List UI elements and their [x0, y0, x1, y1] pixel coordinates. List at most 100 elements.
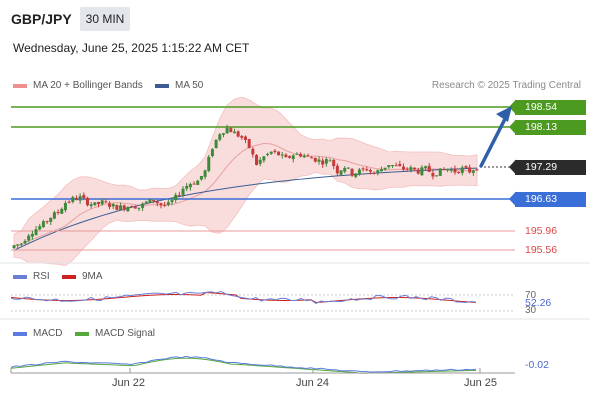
bear-candle	[163, 204, 167, 206]
bull-candle	[449, 169, 453, 171]
bull-candle	[302, 155, 306, 158]
x-tick-jun22: Jun 22	[112, 377, 146, 389]
bb-legend-swatch	[13, 84, 27, 88]
panel-frames	[0, 262, 590, 374]
bull-candle	[71, 197, 75, 202]
bull-candle	[170, 200, 174, 203]
tag-pointer	[509, 159, 516, 175]
ma50-line	[13, 167, 478, 251]
bull-candle	[262, 156, 266, 161]
bull-candle	[390, 165, 394, 167]
bull-candle	[210, 149, 214, 157]
bull-candle	[30, 233, 34, 237]
bear-candle	[402, 166, 406, 170]
bull-candle	[148, 199, 152, 203]
bear-candle	[310, 157, 314, 159]
bull-candle	[41, 221, 45, 228]
bull-candle	[258, 159, 262, 164]
bear-candle	[85, 197, 89, 206]
bull-candle	[232, 131, 236, 134]
rsi-value-label: 52.26	[525, 297, 552, 309]
bear-candle	[130, 206, 134, 208]
bull-candle	[379, 169, 383, 172]
ma20-line	[13, 142, 478, 247]
bollinger-band-area	[13, 96, 478, 266]
bear-candle	[273, 150, 277, 152]
bear-candle	[475, 169, 479, 171]
bull-candle	[269, 151, 273, 154]
bull-candle	[471, 170, 475, 173]
bear-candle	[306, 155, 310, 157]
bear-candle	[97, 202, 101, 205]
bear-candle	[464, 166, 468, 168]
bear-candle	[457, 171, 461, 173]
bull-candle	[16, 244, 20, 246]
macd-legend-label: MACD	[33, 328, 63, 339]
bull-candle	[324, 159, 328, 164]
bull-candle	[343, 167, 347, 172]
rsi-ma-legend-label: 9MA	[82, 271, 103, 282]
bull-candle	[280, 154, 284, 156]
bear-candle	[240, 135, 244, 138]
ma50-legend-label: MA 50	[175, 80, 204, 91]
bear-candle	[413, 167, 417, 170]
bull-candle	[188, 184, 192, 188]
bear-candle	[427, 165, 431, 172]
bull-candle	[214, 139, 218, 149]
bear-candle	[398, 164, 402, 166]
bear-candle	[82, 194, 86, 199]
macd-panel-plot	[10, 355, 477, 374]
tag-pointer	[509, 191, 516, 207]
bull-candle	[38, 226, 42, 230]
bear-candle	[177, 195, 181, 197]
bull-candle	[27, 235, 31, 241]
bear-candle	[361, 168, 365, 170]
ma50-legend-swatch	[155, 84, 169, 88]
bull-candle	[137, 207, 141, 209]
bear-candle	[236, 131, 240, 137]
rsi-legend-swatch	[13, 275, 27, 279]
resistance-1-tag: 198.13	[515, 120, 586, 135]
bear-candle	[394, 165, 398, 167]
macd-signal-legend-swatch	[75, 332, 89, 336]
bull-candle	[424, 166, 428, 169]
bull-candle	[174, 194, 178, 200]
bear-candle	[453, 168, 457, 173]
bear-candle	[244, 136, 247, 140]
bull-candle	[196, 180, 200, 185]
bear-candle	[159, 203, 163, 206]
bear-candle	[365, 169, 369, 171]
bear-candle	[45, 221, 49, 223]
bull-candle	[446, 169, 450, 171]
candlesticks	[12, 124, 479, 249]
bull-candle	[126, 206, 130, 212]
bear-candle	[277, 151, 281, 156]
support-2-label: 195.56	[525, 244, 558, 256]
rsi-line	[10, 290, 477, 305]
support-1-label: 195.96	[525, 225, 558, 237]
bull-candle	[199, 176, 203, 180]
bear-candle	[115, 204, 119, 210]
bull-candle	[357, 169, 361, 175]
bull-candle	[218, 134, 222, 140]
rsi-panel-plot	[10, 290, 515, 312]
bear-candle	[155, 201, 159, 204]
rsi-30-label: 30	[525, 305, 537, 316]
bear-candle	[74, 197, 78, 200]
bull-candle	[111, 203, 115, 207]
x-tick-jun24: Jun 24	[296, 377, 330, 389]
bear-candle	[251, 148, 255, 155]
bollinger-bands	[13, 96, 478, 266]
bull-candle	[291, 155, 295, 160]
timeframe-button[interactable]: 30 MIN	[80, 7, 130, 31]
moving-averages	[13, 142, 478, 251]
bear-candle	[416, 169, 420, 174]
bull-candle	[119, 205, 123, 210]
level-lines	[11, 99, 516, 251]
pivot-tag: 196.63	[515, 192, 586, 207]
bear-candle	[133, 206, 137, 209]
bear-candle	[108, 203, 112, 207]
bull-candle	[144, 201, 148, 203]
bear-candle	[405, 168, 409, 170]
bear-candle	[67, 201, 71, 203]
